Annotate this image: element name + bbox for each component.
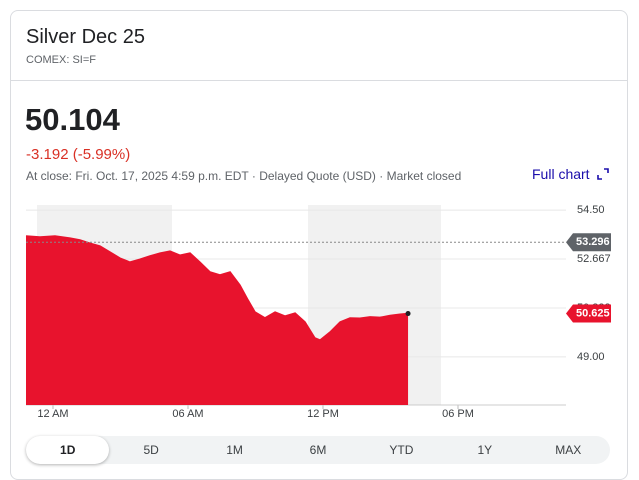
- last-price-label: 50.625: [576, 307, 610, 319]
- previous-close-label: 53.296: [576, 236, 610, 248]
- change: -3.192 (-5.99%): [26, 146, 131, 163]
- range-button[interactable]: 6M: [309, 443, 327, 457]
- range-buttons: 1D 5D 1M 6M YTD 1Y MAX: [26, 436, 610, 464]
- y-tick-label: 54.50: [577, 204, 605, 216]
- page: Silver Dec 25 COMEX: SI=F 50.104 -3.192 …: [10, 10, 628, 480]
- price-line: [25, 235, 409, 341]
- range-button[interactable]: 5D: [143, 443, 159, 457]
- range-button[interactable]: 1M: [226, 443, 243, 457]
- previous-close-badge: [566, 233, 611, 252]
- range-bar: [26, 436, 610, 464]
- full-chart-text: Full chart: [532, 166, 590, 182]
- x-tick-label: 12 AM: [37, 408, 68, 420]
- expand-icon: [597, 168, 610, 180]
- price-area: [26, 235, 409, 405]
- price: 50.104: [25, 102, 120, 137]
- subtitle: COMEX: SI=F: [26, 54, 96, 66]
- last-point: [405, 311, 411, 317]
- y-tick-label: 52.667: [577, 253, 611, 265]
- y-tick-label: 49.00: [577, 351, 605, 363]
- range-button[interactable]: YTD: [389, 443, 414, 457]
- divider: [11, 80, 627, 81]
- x-tick-label: 12 PM: [307, 408, 339, 420]
- status: At close: Fri. Oct. 17, 2025 4:59 p.m. E…: [26, 169, 462, 183]
- last-price-badge: [566, 304, 611, 323]
- range-button[interactable]: MAX: [555, 443, 582, 457]
- x-tick-label: 06 AM: [172, 408, 203, 420]
- range-button[interactable]: 1Y: [477, 443, 493, 457]
- range-button[interactable]: 1D: [26, 436, 110, 464]
- full-chart-link[interactable]: Full chart: [532, 166, 610, 182]
- x-tick-label: 06 PM: [442, 408, 474, 420]
- title: Silver Dec 25: [26, 26, 145, 48]
